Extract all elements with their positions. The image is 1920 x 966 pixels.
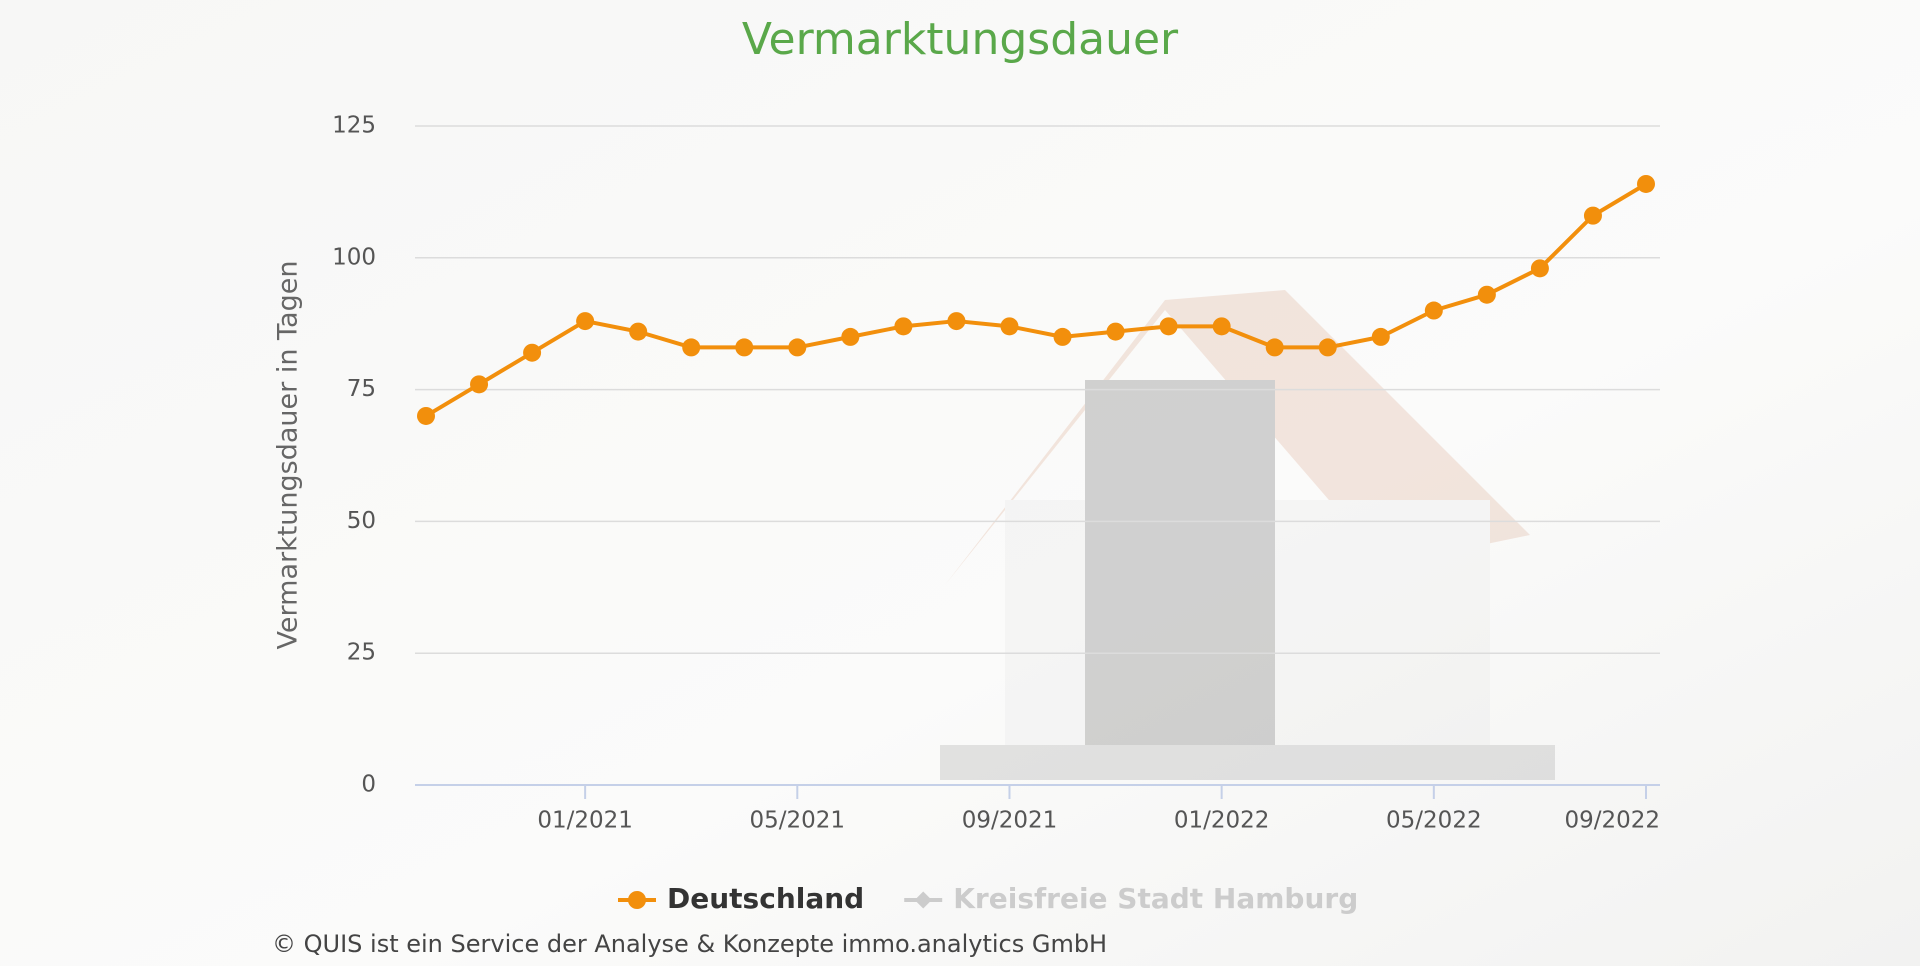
y-tick-label: 50	[347, 508, 376, 534]
point	[894, 317, 913, 336]
legend-label: Kreisfreie Stadt Hamburg	[953, 882, 1358, 915]
x-tick-label: 09/2021	[962, 808, 1058, 834]
point	[1318, 338, 1337, 357]
point	[1265, 338, 1284, 357]
y-tick-label: 25	[347, 640, 376, 666]
point	[1000, 317, 1019, 336]
point	[1106, 322, 1125, 341]
x-tick-label: 05/2021	[750, 808, 846, 834]
point	[1212, 317, 1231, 336]
footer: © QUIS ist ein Service der Analyse & Kon…	[272, 930, 1107, 958]
house-image	[940, 290, 1555, 780]
x-tick-label: 09/2022	[1564, 808, 1660, 834]
legend-label: Deutschland	[667, 882, 864, 915]
x-tick-label: 05/2022	[1386, 808, 1482, 834]
legend-marker	[628, 891, 646, 909]
point	[1637, 174, 1655, 193]
x-tick-label: 01/2022	[1174, 808, 1270, 834]
legend-marker	[914, 891, 932, 909]
y-tick-label: 125	[332, 113, 376, 139]
point	[1424, 301, 1443, 320]
point	[576, 312, 595, 331]
point	[735, 338, 754, 357]
y-tick-label: 75	[347, 376, 376, 402]
chart-title: Vermarktungsdauer	[742, 14, 1179, 65]
point	[682, 338, 701, 357]
point	[1583, 206, 1602, 225]
point	[1053, 327, 1072, 346]
y-tick-label: 100	[332, 244, 376, 270]
point	[947, 312, 966, 331]
point	[788, 338, 807, 357]
point	[629, 322, 648, 341]
point	[417, 406, 435, 425]
y-axis-label: Vermarktungsdauer in Tagen	[273, 261, 304, 650]
y-tick-label: 0	[361, 772, 376, 798]
point	[470, 375, 489, 394]
x-tick-label: 01/2021	[537, 808, 633, 834]
line	[424, 182, 1648, 418]
point	[523, 343, 542, 362]
point	[1530, 259, 1549, 278]
point	[1159, 317, 1178, 336]
point	[1371, 327, 1390, 346]
point	[1477, 285, 1496, 304]
point	[841, 327, 860, 346]
